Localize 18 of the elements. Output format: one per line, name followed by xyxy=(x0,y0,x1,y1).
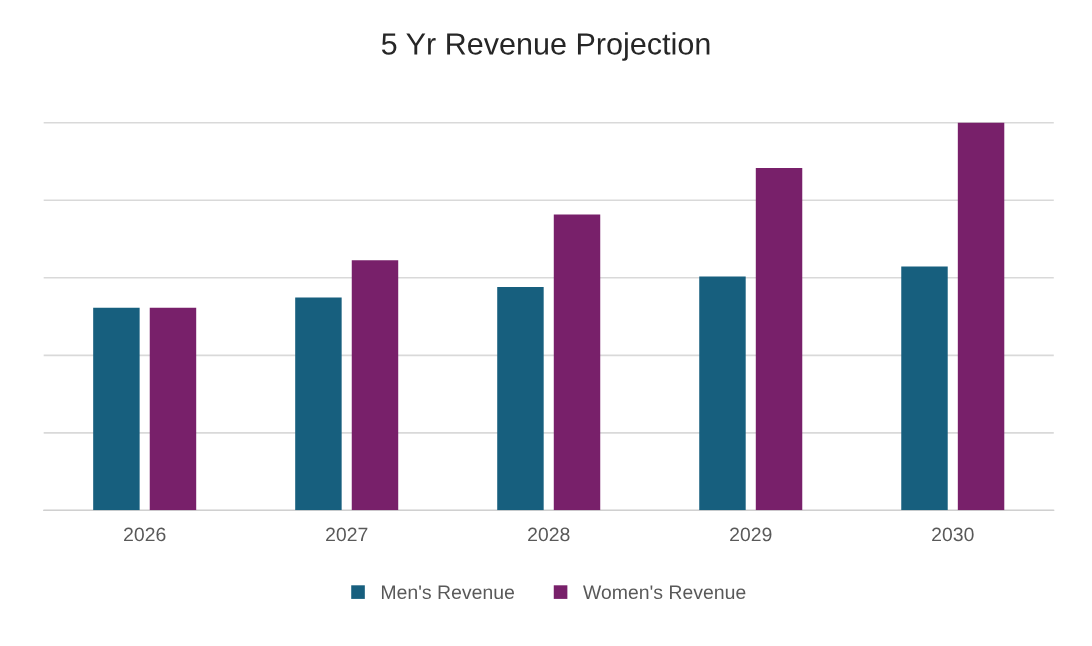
legend-label: Women's Revenue xyxy=(583,585,746,600)
x-tick-label: 2027 xyxy=(326,527,368,542)
x-tick-label: 2029 xyxy=(730,527,772,542)
x-tick-label: 2030 xyxy=(932,527,974,542)
bar xyxy=(699,276,746,511)
bar xyxy=(497,287,544,511)
bar xyxy=(149,307,197,511)
bar xyxy=(351,260,399,511)
bar xyxy=(553,214,601,511)
bar xyxy=(93,307,140,511)
x-tick-label: 2028 xyxy=(528,527,570,542)
x-tick-label: 2026 xyxy=(124,527,166,542)
bar xyxy=(755,168,803,511)
bar xyxy=(957,122,1005,511)
chart-title: 5 Yr Revenue Projection xyxy=(381,32,710,61)
bar xyxy=(901,266,948,511)
bar xyxy=(295,297,342,511)
legend-label: Men's Revenue xyxy=(381,585,515,600)
